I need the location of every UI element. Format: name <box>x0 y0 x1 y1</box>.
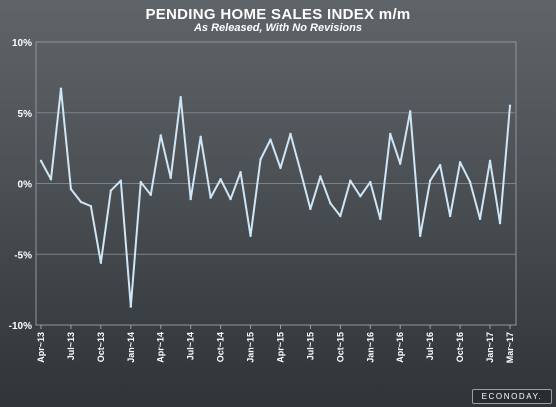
data-point <box>129 305 133 308</box>
data-point <box>39 159 43 163</box>
series-lines <box>40 87 511 308</box>
data-point <box>269 138 272 141</box>
data-point <box>119 179 123 182</box>
data-point <box>69 187 73 191</box>
data-point <box>349 179 352 182</box>
x-tick-label: Apr~15 <box>275 332 285 363</box>
data-point <box>279 166 282 170</box>
y-tick-label: 5% <box>18 109 33 120</box>
data-point <box>448 214 452 218</box>
x-tick-label: Apr~16 <box>395 332 405 363</box>
data-point <box>139 180 142 184</box>
data-point <box>169 176 172 180</box>
data-point <box>359 195 362 198</box>
data-point <box>339 214 342 218</box>
data-point <box>49 178 53 181</box>
data-point <box>329 202 332 205</box>
x-tick-label: Apr~13 <box>36 332 46 363</box>
y-tick-label: 0% <box>18 180 33 191</box>
data-point <box>189 197 192 201</box>
data-point <box>409 110 412 113</box>
data-point <box>199 135 202 139</box>
data-point <box>418 234 422 238</box>
series-line <box>40 87 511 308</box>
x-tick-label: Jan~17 <box>485 332 495 363</box>
x-tick-label: Oct~13 <box>96 332 106 362</box>
data-point <box>219 178 222 181</box>
data-point <box>309 207 312 211</box>
x-tick-label: Jan~15 <box>246 332 256 363</box>
data-point <box>428 179 432 182</box>
data-point <box>89 204 93 208</box>
data-point <box>478 217 482 221</box>
data-point <box>249 234 252 238</box>
data-point <box>159 134 162 137</box>
x-tick-label: Jul~15 <box>305 332 315 360</box>
x-tick-label: Jul~13 <box>66 332 76 360</box>
data-point <box>149 193 152 197</box>
x-tick-label: Oct~16 <box>455 332 465 362</box>
data-point <box>458 161 462 164</box>
chart-title: PENDING HOME SALES INDEX m/m <box>145 6 411 23</box>
data-point <box>488 159 492 163</box>
x-tick-label: Jul~16 <box>425 332 435 360</box>
y-tick-label: 10% <box>12 38 32 49</box>
data-point <box>79 200 83 204</box>
y-axis: 10% 5% 0% -5% -10% <box>9 38 32 332</box>
x-tick-label: Jan~16 <box>365 332 375 363</box>
data-point <box>468 180 472 184</box>
x-tick-label: Jan~14 <box>126 332 136 363</box>
data-point <box>379 217 382 221</box>
data-point <box>299 169 302 172</box>
data-point <box>289 132 292 136</box>
data-point <box>209 196 212 199</box>
data-point <box>369 180 372 184</box>
x-tick-label: Oct~14 <box>216 332 226 362</box>
data-point <box>259 158 262 161</box>
x-tick-label: Jul~14 <box>186 332 196 360</box>
data-point <box>498 221 502 225</box>
data-point <box>389 132 392 136</box>
x-tick-label: Apr~14 <box>156 332 166 363</box>
data-points <box>39 87 512 308</box>
brand-badge: ECONODAY. <box>472 389 552 404</box>
data-point <box>179 95 182 99</box>
y-tick-label: -10% <box>9 321 32 332</box>
gridlines <box>36 112 516 255</box>
data-point <box>99 261 103 264</box>
x-axis: Apr~13 Jul~13 Oct~13 Jan~14 Apr~14 Jul~14 Oct~… <box>36 325 515 363</box>
y-tick-label: -5% <box>14 250 32 261</box>
chart-subtitle: As Released, With No Revisions <box>193 22 362 34</box>
data-point <box>229 197 232 201</box>
data-point <box>399 162 402 165</box>
data-point <box>319 175 322 178</box>
data-point <box>109 189 113 192</box>
x-tick-label: Mar~17 <box>505 332 515 363</box>
data-point <box>438 163 442 167</box>
data-point <box>508 104 512 107</box>
x-tick-label: Oct~15 <box>335 332 345 362</box>
data-point <box>59 87 63 90</box>
data-point <box>239 170 242 174</box>
